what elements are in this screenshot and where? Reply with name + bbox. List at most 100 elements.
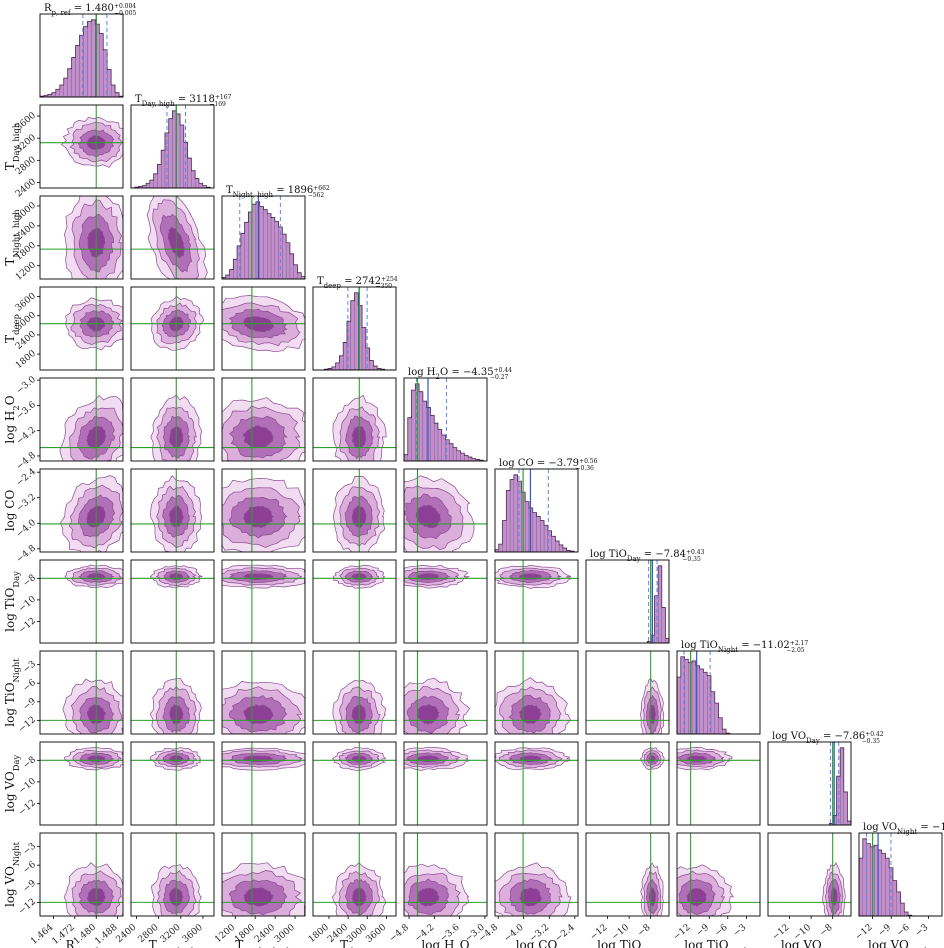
contour-panel-7-4 bbox=[403, 650, 488, 735]
y-axis-label: log CO bbox=[3, 490, 17, 532]
y-tick-label: −12 bbox=[17, 616, 38, 636]
x-tick-label: 3000 bbox=[345, 922, 369, 945]
y-axis-label: log H2O bbox=[3, 395, 21, 443]
panel-frame bbox=[39, 468, 124, 553]
x-tick-label: −4.8 bbox=[388, 922, 411, 944]
panel-frame bbox=[585, 832, 670, 917]
x-tick-label: −8 bbox=[818, 922, 835, 938]
contour-panel-9-6 bbox=[585, 832, 670, 917]
contour-panel-6-5 bbox=[494, 559, 579, 644]
y-axis-label: log TiONight bbox=[3, 658, 21, 727]
histogram-panel-9 bbox=[858, 832, 943, 917]
y-tick-label: −8 bbox=[21, 755, 38, 771]
contour-panel-8-4 bbox=[403, 741, 488, 826]
y-tick-label: −3.2 bbox=[15, 492, 38, 514]
histogram-panel-2 bbox=[221, 195, 306, 280]
panel-frame bbox=[676, 741, 761, 826]
y-tick-label: −10 bbox=[17, 594, 38, 614]
y-tick-label: −3 bbox=[21, 659, 38, 675]
y-tick-label: −4.8 bbox=[15, 450, 38, 472]
contour-panel-1-0 bbox=[39, 104, 124, 189]
contour-panel-6-2 bbox=[221, 559, 306, 644]
panel-frame bbox=[130, 377, 215, 462]
x-tick-label: −3 bbox=[914, 922, 931, 938]
contour-panel-8-5 bbox=[494, 741, 579, 826]
panel-frame bbox=[312, 377, 397, 462]
y-tick-label: −4.2 bbox=[15, 425, 38, 447]
contour-panel-6-0 bbox=[39, 559, 124, 644]
contour-panel-7-6 bbox=[585, 650, 670, 735]
contour-panel-7-3 bbox=[312, 650, 397, 735]
y-tick-label: −12 bbox=[17, 715, 38, 735]
x-tick-label: 1800 bbox=[307, 922, 331, 945]
panel-frame bbox=[767, 832, 852, 917]
panel-frame bbox=[676, 832, 761, 917]
x-axis-label: log TiONight bbox=[684, 938, 753, 948]
contour-level bbox=[417, 887, 440, 907]
contour-level bbox=[519, 887, 542, 907]
x-axis-label: log TiODay bbox=[597, 938, 658, 948]
histogram-panel-0 bbox=[39, 13, 124, 98]
contour-level bbox=[242, 505, 275, 528]
x-tick-label: −3 bbox=[732, 922, 749, 938]
x-tick-label: 2400 bbox=[114, 922, 138, 945]
contour-panel-6-4 bbox=[403, 559, 488, 644]
contour-panel-4-2 bbox=[221, 377, 306, 462]
histogram-panel-6 bbox=[585, 559, 670, 644]
contour-panel-4-1 bbox=[130, 377, 215, 462]
histogram-panel-5 bbox=[494, 468, 579, 553]
contour-panel-8-1 bbox=[130, 741, 215, 826]
panel-frame bbox=[130, 104, 215, 189]
panel-frame bbox=[312, 559, 397, 644]
histogram-title: Rp, ref = 1.480+0.004 −0.005 bbox=[44, 3, 137, 18]
panel-frame bbox=[403, 650, 488, 735]
panel-frame bbox=[312, 468, 397, 553]
x-tick-label: 1.488 bbox=[93, 922, 119, 946]
panel-frame bbox=[312, 650, 397, 735]
contour-panel-3-2 bbox=[221, 286, 306, 371]
panel-frame bbox=[39, 195, 124, 280]
y-tick-label: −10 bbox=[17, 776, 38, 796]
histogram-panel-3 bbox=[312, 286, 397, 371]
panel-frame bbox=[39, 741, 124, 826]
y-tick-label: −6 bbox=[21, 860, 38, 876]
x-tick-label: −9 bbox=[695, 922, 712, 938]
panel-frame bbox=[858, 832, 943, 917]
contour-level bbox=[242, 425, 275, 449]
y-tick-label: −12 bbox=[17, 897, 38, 917]
y-axis-label: log TiODay bbox=[3, 571, 21, 632]
panel-frame bbox=[221, 195, 306, 280]
contour-panel-4-0 bbox=[39, 377, 124, 462]
contour-panel-9-0 bbox=[39, 832, 124, 917]
panel-frame bbox=[494, 468, 579, 553]
histogram-bars bbox=[39, 19, 124, 98]
y-tick-label: −4.8 bbox=[15, 543, 38, 565]
panel-frame bbox=[312, 832, 397, 917]
panel-frame bbox=[130, 286, 215, 371]
x-tick-label: 3200 bbox=[159, 922, 183, 945]
contour-panel-9-5 bbox=[494, 832, 579, 917]
y-axis-label: TNight, high bbox=[3, 209, 21, 266]
y-axis-label: log VONight bbox=[3, 841, 21, 907]
contour-panel-8-0 bbox=[39, 741, 124, 826]
y-tick-label: −8 bbox=[21, 573, 38, 589]
contour-panel-3-0 bbox=[39, 286, 124, 371]
panel-frame bbox=[585, 559, 670, 644]
panel-frame bbox=[221, 286, 306, 371]
histogram-title: log CO = −3.79+0.56 −0.36 bbox=[499, 458, 598, 472]
panel-frame bbox=[494, 559, 579, 644]
contour-panel-7-1 bbox=[130, 650, 215, 735]
panel-frame bbox=[130, 650, 215, 735]
panel-frame bbox=[494, 832, 579, 917]
contour-panel-5-4 bbox=[403, 468, 488, 553]
contour-panel-7-0 bbox=[39, 650, 124, 735]
histogram-title: log TiODay = −7.84+0.43 −0.35 bbox=[590, 549, 705, 564]
x-axis-label: log VODay bbox=[781, 938, 839, 948]
x-axis-label: log H2O bbox=[421, 938, 469, 948]
x-tick-label: 1.464 bbox=[29, 922, 55, 946]
histogram-title: log TiONight = −11.02+2.17 −2.05 bbox=[681, 640, 808, 655]
y-tick-label: −9 bbox=[21, 878, 38, 894]
contour-panel-8-6 bbox=[585, 741, 670, 826]
panel-frame bbox=[130, 559, 215, 644]
contour-panel-8-3 bbox=[312, 741, 397, 826]
